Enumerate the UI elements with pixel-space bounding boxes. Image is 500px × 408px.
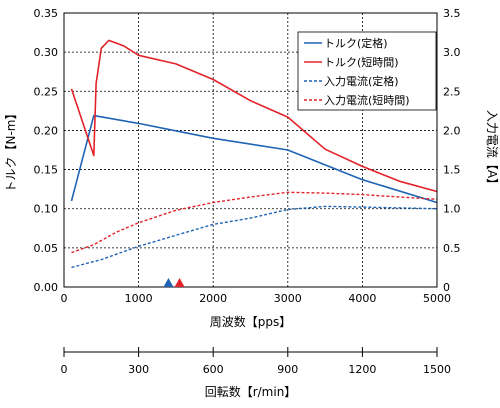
rpm-tick-label: 600: [203, 363, 224, 376]
series-lines: [70, 39, 438, 269]
legend-label: 入力電流(定格): [324, 74, 399, 88]
rpm-tick-label: 1500: [423, 363, 451, 376]
series-line-3: [71, 191, 438, 254]
legend-label: 入力電流(短時間): [324, 93, 410, 107]
y-right-tick-label: 2.0: [443, 124, 461, 137]
series-line-2: [71, 205, 438, 269]
rated-marker: [163, 278, 174, 287]
frequency-markers: [163, 278, 185, 287]
y-left-tick-label: 0.20: [34, 124, 59, 137]
rpm-tick-label: 0: [61, 363, 68, 376]
x-tick-label: 4000: [348, 292, 376, 305]
y-right-tick-label: 1.5: [443, 164, 461, 177]
x-tick-label: 0: [61, 292, 68, 305]
y-right-tick-label: 2.5: [443, 85, 461, 98]
y-axis-left-title: トルク【N-m】: [4, 108, 18, 193]
y-right-tick-label: 1.0: [443, 203, 461, 216]
series-line-0: [70, 114, 438, 204]
y-right-tick-label: 0: [443, 281, 450, 294]
y-left-tick-label: 0.00: [34, 281, 59, 294]
x-tick-label: 3000: [274, 292, 302, 305]
y-left-tick-label: 0.35: [34, 7, 59, 20]
y-left-tick-label: 0.05: [34, 242, 59, 255]
rpm-tick-label: 900: [277, 363, 298, 376]
rpm-tick-label: 1200: [348, 363, 376, 376]
y-right-tick-label: 3.0: [443, 46, 461, 59]
tick-labels: 0 1000 2000 3000 4000 5000 0.00 0.05 0.10 0.15 0.2…: [34, 7, 461, 305]
x-tick-label: 5000: [423, 292, 451, 305]
y-right-tick-label: 0.5: [443, 242, 461, 255]
y-left-tick-label: 0.30: [34, 46, 59, 59]
legend-label: トルク(短時間): [324, 55, 399, 69]
rpm-axis-title: 回転数【r/min】: [205, 384, 297, 399]
rpm-axis: 0 300 600 900 1200 1500: [61, 347, 451, 376]
legend: トルク(定格) トルク(短時間) 入力電流(定格) 入力電流(短時間): [297, 31, 437, 111]
x-tick-label: 1000: [125, 292, 153, 305]
y-left-tick-label: 0.10: [34, 203, 59, 216]
rpm-tick-label: 300: [128, 363, 149, 376]
x-tick-label: 2000: [199, 292, 227, 305]
y-axis-right-title: 入力電流【A】: [485, 110, 499, 190]
y-left-tick-label: 0.15: [34, 164, 59, 177]
plot-frame: [63, 12, 438, 288]
legend-box: [297, 31, 437, 111]
series-line-1: [70, 39, 438, 193]
legend-label: トルク(定格): [324, 36, 388, 50]
x-axis-title: 周波数【pps】: [210, 314, 292, 329]
y-right-tick-label: 3.5: [443, 7, 461, 20]
y-left-tick-label: 0.25: [34, 85, 59, 98]
short-time-marker: [174, 278, 185, 287]
